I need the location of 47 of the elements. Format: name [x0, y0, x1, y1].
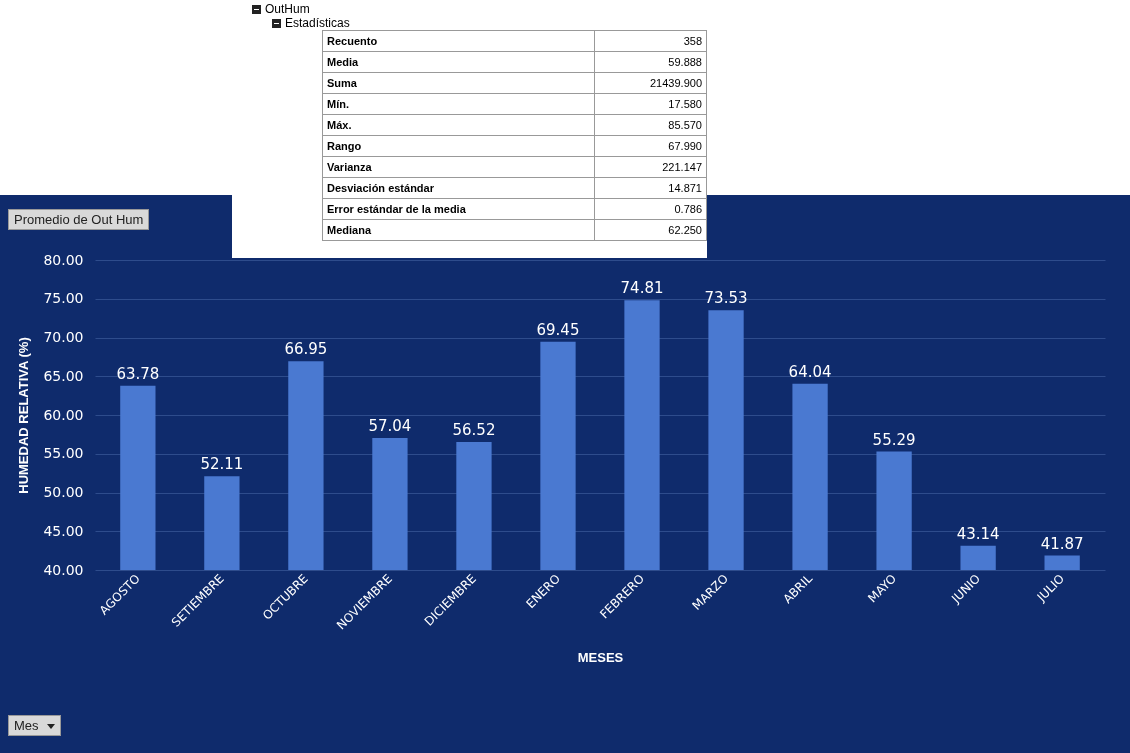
text: Media: [322, 51, 595, 73]
data-label: 52.11: [200, 455, 244, 474]
text: Máx.: [322, 114, 595, 136]
text: 62.250: [594, 219, 707, 241]
text: 358: [594, 30, 707, 52]
text: Mín.: [322, 93, 595, 115]
text: 221.147: [594, 156, 707, 178]
text: Error estándar de la media: [322, 198, 595, 220]
text: 17.580: [594, 93, 707, 115]
y-axis-title: HUMEDAD RELATIVA (%): [16, 337, 32, 494]
data-label: 66.95: [284, 340, 328, 359]
text: Varianza: [322, 156, 595, 178]
text: OutHum: [265, 2, 310, 16]
y-tick-label: 65.00: [43, 367, 84, 384]
text: Recuento: [322, 30, 595, 52]
y-tick-label: 80.00: [43, 251, 84, 268]
data-label: 69.45: [536, 320, 580, 339]
text: 0.786: [594, 198, 707, 220]
data-label: 57.04: [368, 416, 412, 435]
y-tick-label: 75.00: [43, 290, 84, 307]
y-tick-label: 70.00: [43, 329, 84, 345]
data-label: 64.04: [788, 362, 832, 381]
text: Rango: [322, 135, 595, 157]
text: 85.570: [594, 114, 707, 136]
text: Promedio de Out Hum: [14, 212, 144, 227]
text: 67.990: [594, 135, 707, 157]
data-label: 41.87: [1040, 534, 1084, 553]
text: Suma: [322, 72, 595, 94]
y-tick-label: 50.00: [43, 484, 84, 500]
y-tick-label: 60.00: [43, 406, 84, 423]
text: Desviación estándar: [322, 177, 595, 199]
data-label: 55.29: [872, 430, 916, 449]
data-label: 74.81: [620, 279, 664, 298]
text: Mes: [14, 718, 39, 733]
y-tick-label: 45.00: [43, 522, 84, 539]
text: 59.888: [594, 51, 707, 73]
text: 14.871: [594, 177, 707, 199]
x-axis-title: MESES: [577, 649, 624, 665]
data-label: 63.78: [116, 364, 160, 383]
y-tick-label: 40.00: [43, 561, 84, 578]
data-label: 56.52: [452, 420, 496, 439]
text: Estadísticas: [285, 16, 350, 30]
data-label: 73.53: [704, 289, 748, 308]
data-label: 43.14: [956, 524, 1000, 543]
y-tick-label: 55.00: [43, 445, 84, 462]
text: Mediana: [322, 219, 595, 241]
text: 21439.900: [594, 72, 707, 94]
